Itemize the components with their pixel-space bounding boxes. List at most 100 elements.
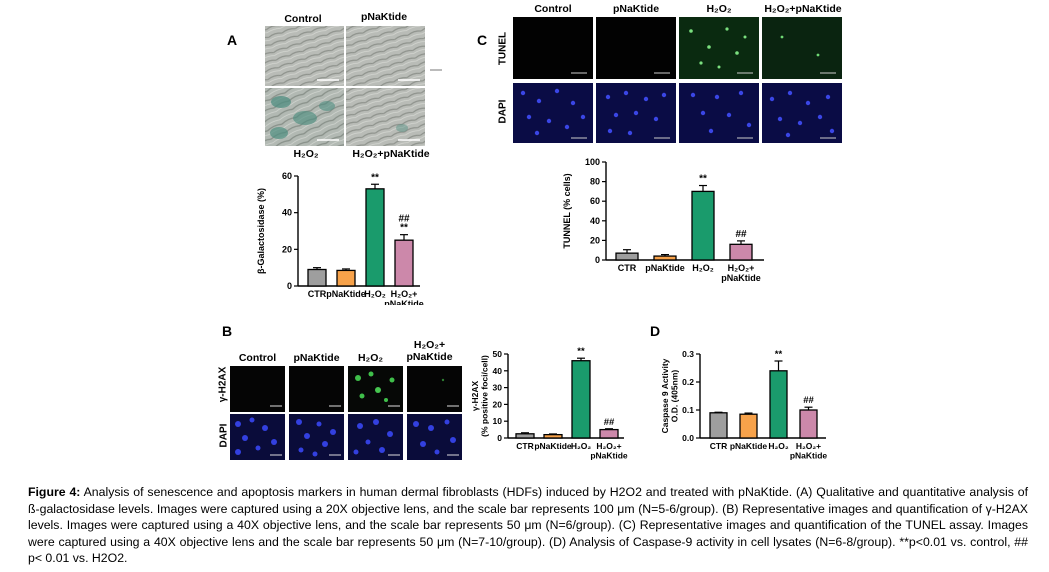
x-tick-label: pNaKtide <box>730 441 768 451</box>
chart-b: 0 10 20 30 40 50γ-H2AX(% positive foci/cell) C… <box>470 346 628 461</box>
significance-label: ** <box>577 346 585 357</box>
y-tick-label: 20 <box>282 244 292 254</box>
x-tick-label: pNaKtide <box>326 289 366 299</box>
y-tick-label: 10 <box>493 416 503 426</box>
y-tick-label: 0.0 <box>682 433 694 443</box>
significance-label: ## ** <box>398 214 410 234</box>
y-tick-label: 0 <box>287 281 292 291</box>
significance-label: ** <box>699 174 707 185</box>
x-tick-label: CTR <box>618 263 637 273</box>
y-axis-label-text: Caspase 9 ActivityO.D. (405nm) <box>660 358 680 433</box>
significance-label: ## <box>604 417 615 428</box>
y-tick-label: 0.3 <box>682 349 694 359</box>
panel-c-row-tunel: TUNEL <box>497 31 509 66</box>
x-tick-label: H₂O₂ <box>364 289 386 299</box>
significance-label: ## <box>735 229 747 240</box>
x-tick-label: H₂O₂ <box>768 441 789 451</box>
figure-caption: Figure 4: Analysis of senescence and apo… <box>28 484 1028 567</box>
micrograph-c-dapi-h2o2 <box>679 83 759 143</box>
panel-c-col-control: Control <box>534 3 572 15</box>
micrograph-c-tunel-pnaktide <box>596 17 676 79</box>
bar <box>615 252 639 261</box>
micrograph-a-h2o2-pnaktide <box>346 88 425 146</box>
panel-b-row-gh2ax: γ-H2AX <box>217 366 229 403</box>
micrograph-b-dapi-control <box>230 414 285 460</box>
panel-a-label-h2o2: H₂O₂ <box>293 148 319 160</box>
micrograph-c-dapi-control <box>513 83 593 143</box>
panel-d-letter: D <box>650 323 661 339</box>
bar <box>336 269 356 287</box>
y-tick-label: 20 <box>590 235 600 245</box>
y-tick-label: 60 <box>282 171 292 181</box>
micrograph-b-gh2ax-h2o2 <box>348 366 403 412</box>
figure-caption-label: Figure 4: <box>28 485 81 499</box>
micrograph-b-gh2ax-h2o2-pnaktide <box>407 366 462 412</box>
y-axis-label: β-Galactosidase (%) <box>256 188 266 274</box>
y-axis-label-text: γ-H2AX(% positive foci/cell) <box>470 355 490 437</box>
bar <box>515 433 535 439</box>
x-tick-label: CTR <box>516 441 533 451</box>
bar <box>799 409 818 439</box>
micrograph-a-pnaktide <box>346 26 425 86</box>
panel-c-letter: C <box>477 32 488 48</box>
bar <box>769 370 788 439</box>
micrograph-c-tunel-control <box>513 17 593 79</box>
bar <box>739 413 758 439</box>
bar <box>653 255 677 261</box>
y-tick-label: 0.1 <box>682 405 694 415</box>
panel-b-col-h2o2-pnaktide: H₂O₂+ pNaKtide <box>406 339 453 363</box>
significance-label: ** <box>775 349 783 360</box>
panel-b-row-dapi: DAPI <box>218 423 230 448</box>
y-axis-label: TUNNEL (% cells) <box>562 173 572 248</box>
micrograph-b-dapi-h2o2-pnaktide <box>407 414 462 460</box>
panel-a-label-h2o2-pnaktide: H₂O₂+pNaKtide <box>352 148 430 160</box>
panel-b-col-control: Control <box>238 352 277 364</box>
y-axis-label-text: β-Galactosidase (%) <box>256 188 266 274</box>
micrograph-a-h2o2 <box>265 88 344 146</box>
panel-c-col-h2o2: H₂O₂ <box>706 3 732 15</box>
panel-b-letter: B <box>222 323 233 339</box>
micrograph-b-gh2ax-control <box>230 366 285 412</box>
bar <box>365 188 385 287</box>
x-tick-label: H₂O₂+ pNaKtide <box>590 441 628 461</box>
x-tick-label: pNaKtide <box>534 441 572 451</box>
panel-c-row-dapi: DAPI <box>497 99 509 124</box>
panel-a-label-pnaktide: pNaKtide <box>360 11 408 23</box>
y-axis-label: Caspase 9 ActivityO.D. (405nm) <box>660 358 680 433</box>
micrograph-a-control <box>265 26 344 86</box>
x-tick-label: H₂O₂+ pNaKtide <box>384 289 424 305</box>
micrograph-b-dapi-pnaktide <box>289 414 344 460</box>
bar <box>307 268 327 287</box>
y-tick-label: 40 <box>590 216 600 226</box>
y-tick-label: 80 <box>590 177 600 187</box>
bar <box>394 239 414 287</box>
y-axis-label-text: TUNNEL (% cells) <box>562 173 572 248</box>
x-tick-label: CTR <box>710 441 727 451</box>
bar <box>709 412 728 439</box>
y-tick-label: 100 <box>585 157 600 167</box>
x-tick-label: H₂O₂+ pNaKtide <box>721 263 761 283</box>
scale-bar-mark <box>430 69 442 71</box>
x-tick-label: pNaKtide <box>645 263 685 273</box>
y-tick-label: 30 <box>493 383 503 393</box>
bar <box>691 190 715 261</box>
chart-c: 0 20 40 60 80 100 TUNNEL (% cells) CTR pNaKtide *… <box>562 157 764 283</box>
panel-a-label-control: Control <box>284 13 322 25</box>
panel-a-letter: A <box>227 32 238 48</box>
micrograph-c-tunel-h2o2 <box>679 17 759 79</box>
figure-caption-text: Analysis of senescence and apoptosis mar… <box>28 485 1028 566</box>
panel-c-col-pnaktide: pNaKtide <box>612 3 660 15</box>
y-tick-label: 20 <box>493 399 503 409</box>
x-tick-label: H₂O₂+ pNaKtide <box>790 441 828 461</box>
micrograph-c-dapi-h2o2-pnaktide <box>762 83 842 143</box>
micrograph-c-dapi-pnaktide <box>596 83 676 143</box>
y-tick-label: 40 <box>493 366 503 376</box>
x-tick-label: H₂O₂ <box>692 263 714 273</box>
micrograph-c-tunel-h2o2-pnaktide <box>762 17 842 79</box>
bar <box>729 243 753 261</box>
y-tick-label: 0 <box>497 433 502 443</box>
bar <box>599 428 619 439</box>
x-tick-label: CTR <box>308 289 327 299</box>
micrograph-b-dapi-h2o2 <box>348 414 403 460</box>
